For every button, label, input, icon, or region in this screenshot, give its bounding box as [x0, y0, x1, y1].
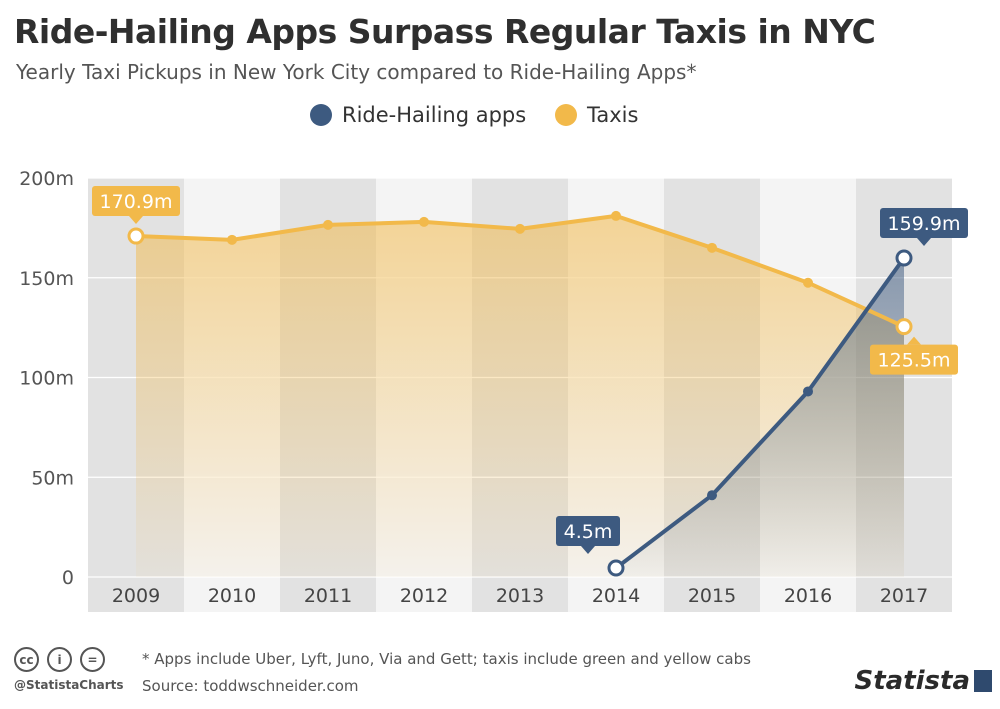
data-label-apps-2017-pointer — [917, 237, 931, 246]
data-label-taxis-2017-box — [870, 344, 958, 375]
data-label-apps-2014-box — [556, 516, 620, 547]
footnote: * Apps include Uber, Lyft, Juno, Via and… — [142, 650, 751, 668]
x-tick-label: 2014 — [592, 585, 640, 607]
data-label-taxis-2009-pointer — [129, 216, 143, 225]
taxis-point — [707, 242, 717, 253]
taxis-area — [136, 215, 904, 577]
x-tick-label: 2009 — [112, 585, 160, 607]
data-label-taxis-2017: 125.5m — [878, 350, 951, 372]
taxis-point — [323, 219, 333, 230]
ride-hailing-point — [607, 559, 625, 577]
noderivs-icon: = — [80, 647, 105, 672]
taxis-point — [419, 216, 429, 227]
x-tick-label: 2017 — [880, 585, 928, 607]
x-tick-label: 2012 — [400, 585, 448, 607]
x-tick-label: 2013 — [496, 585, 544, 607]
statista-logo-mark — [974, 670, 992, 692]
chart-subtitle: Yearly Taxi Pickups in New York City com… — [16, 60, 697, 84]
legend-item-ride-hailing: Ride-Hailing apps — [310, 103, 526, 127]
legend-dot-taxis — [555, 104, 577, 126]
data-label-taxis-2009: 170.9m — [100, 191, 173, 213]
taxis-point — [127, 227, 145, 245]
x-tick-label: 2016 — [784, 585, 832, 607]
source-note: Source: toddwschneider.com — [142, 677, 359, 695]
ride-hailing-point — [895, 249, 913, 267]
x-tick-label: 2015 — [688, 585, 736, 607]
cc-icon: cc — [14, 647, 39, 672]
ride-hailing-point — [803, 386, 813, 397]
line-chart: 0 50m 100m 150m 200m 2009 2010 2011 2012 2013 2014… — [19, 168, 968, 612]
statista-handle: @StatistaCharts — [14, 678, 124, 692]
ride-hailing-point — [707, 490, 717, 501]
y-tick-label: 100m — [19, 368, 74, 390]
taxis-point — [515, 223, 525, 234]
legend-dot-ride-hailing — [310, 104, 332, 126]
attribution-icon: i — [47, 647, 72, 672]
legend-label-taxis: Taxis — [587, 103, 639, 127]
x-tick-label: 2011 — [304, 585, 352, 607]
legend-item-taxis: Taxis — [555, 103, 638, 127]
taxis-point — [895, 318, 913, 336]
y-tick-label: 0 — [62, 567, 74, 589]
data-label-taxis-2009-box — [92, 186, 180, 217]
y-tick-label: 150m — [19, 268, 74, 290]
y-tick-label: 200m — [19, 168, 74, 190]
data-label-apps-2017-box — [880, 207, 968, 238]
data-label-apps-2017: 159.9m — [888, 213, 961, 235]
data-label-apps-2014: 4.5m — [564, 521, 613, 543]
statista-logo: Statista — [854, 666, 971, 696]
taxis-point — [227, 234, 237, 245]
legend-label-ride-hailing: Ride-Hailing apps — [342, 103, 527, 127]
y-tick-label: 50m — [31, 467, 74, 489]
x-tick-label: 2010 — [208, 585, 256, 607]
chart-title: Ride-Hailing Apps Surpass Regular Taxis … — [14, 12, 876, 51]
chart-legend: Ride-Hailing apps Taxis — [0, 103, 1000, 133]
data-label-apps-2014-pointer — [581, 546, 595, 555]
taxis-point — [611, 210, 621, 221]
taxis-point — [803, 277, 813, 288]
ride-hailing-line — [614, 256, 906, 570]
license-icons: cc i = — [14, 647, 113, 672]
ride-hailing-area — [616, 257, 904, 577]
data-label-taxis-2017-pointer — [907, 336, 921, 345]
